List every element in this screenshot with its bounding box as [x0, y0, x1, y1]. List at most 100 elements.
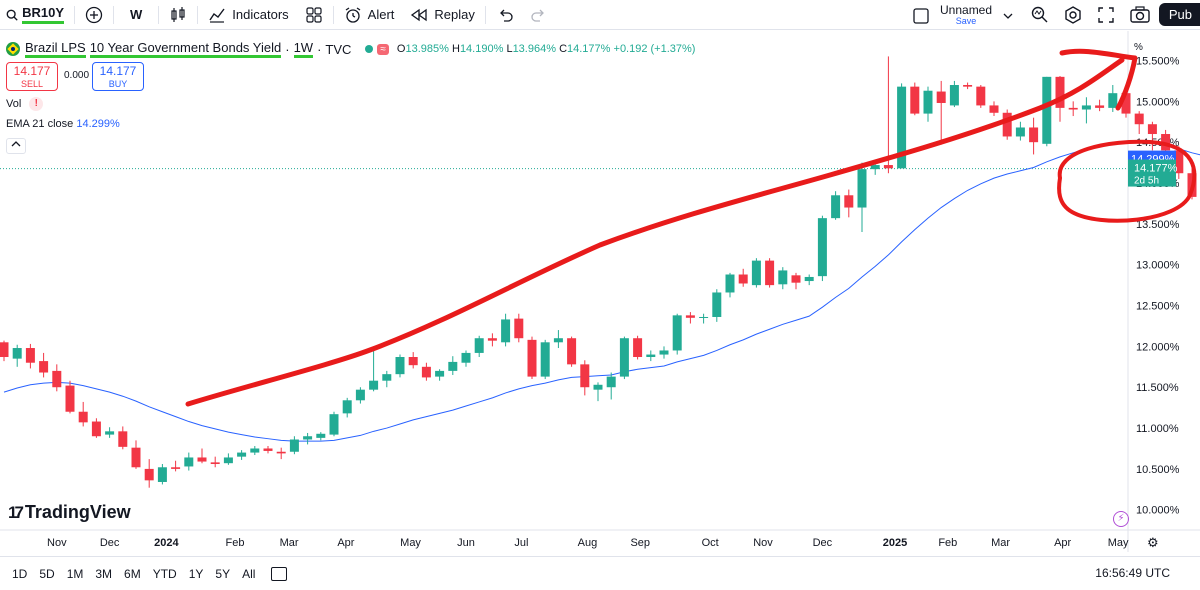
price-chart[interactable]: 15.500%15.000%14.500%14.000%13.500%13.00…: [0, 31, 1200, 553]
legend-title-b[interactable]: 10 Year Government Bonds Yield: [89, 40, 282, 58]
square-icon[interactable]: [912, 7, 930, 25]
search-icon: [6, 9, 18, 21]
lightning-icon[interactable]: ⚡: [1113, 511, 1129, 527]
undo-button[interactable]: [488, 0, 522, 30]
candle-body: [672, 315, 682, 351]
candle-body: [382, 374, 392, 381]
candle-body: [197, 457, 207, 462]
candle-body: [355, 389, 365, 401]
tv-logo-text: TradingView: [24, 502, 131, 522]
ema21-line: [3, 140, 1200, 442]
range-3m[interactable]: 3M: [95, 566, 113, 581]
candle-body: [659, 350, 669, 355]
x-tick-label: May: [400, 537, 421, 549]
indicators-icon: [209, 8, 225, 23]
range-5d[interactable]: 5D: [39, 566, 55, 581]
x-tick-label: Nov: [753, 537, 773, 549]
candle-body: [1174, 150, 1184, 174]
legend-title-a[interactable]: Brazil LPS: [25, 40, 86, 58]
range-ytd[interactable]: YTD: [152, 566, 177, 581]
replay-button[interactable]: Replay: [402, 0, 482, 30]
x-tick-label: Oct: [702, 537, 719, 549]
candle-body: [910, 86, 920, 114]
candle-body: [184, 457, 194, 467]
buy-button[interactable]: 14.177 BUY: [92, 62, 144, 91]
range-1m[interactable]: 1M: [66, 566, 84, 581]
separator: [484, 5, 486, 24]
y-tick-label: 10.000%: [1136, 505, 1180, 517]
calendar-icon[interactable]: [271, 566, 288, 581]
volume-label: Vol: [6, 98, 22, 110]
data-delay-badge[interactable]: ≈: [377, 43, 389, 55]
layouts-button[interactable]: [297, 0, 331, 30]
chevron-down-icon[interactable]: [1002, 10, 1014, 22]
alert-button[interactable]: Alert: [336, 0, 403, 30]
candle-body: [725, 274, 735, 293]
candle-body: [1002, 112, 1012, 137]
replay-label: Replay: [434, 7, 475, 22]
candle-body: [1015, 127, 1025, 137]
candle-body: [237, 452, 247, 457]
indicators-button[interactable]: Indicators: [200, 0, 296, 30]
legend-interval[interactable]: 1W: [293, 40, 314, 58]
candle-body: [91, 421, 101, 437]
candle-body: [1081, 105, 1091, 110]
redo-icon: [531, 9, 544, 22]
chart-area[interactable]: 15.500%15.000%14.500%14.000%13.500%13.00…: [0, 31, 1200, 553]
publish-button[interactable]: Pub: [1158, 3, 1200, 26]
candle-body: [105, 431, 115, 435]
warning-icon[interactable]: !: [29, 97, 44, 111]
utc-clock[interactable]: 16:56:49 UTC: [1095, 566, 1170, 580]
x-tick-label: Feb: [938, 537, 957, 549]
candle-body: [1147, 124, 1157, 135]
ema-value: 14.299%: [76, 118, 120, 130]
candle-body: [144, 468, 154, 481]
candle-body: [118, 431, 128, 447]
brazil-flag-icon: [6, 42, 20, 56]
candle-body: [619, 338, 629, 377]
x-tick-label: Nov: [47, 537, 67, 549]
redo-button[interactable]: [522, 0, 556, 30]
right-tools: [1030, 5, 1151, 25]
tv-logo-mark: 17: [8, 502, 24, 522]
quick-search-icon[interactable]: [1030, 5, 1050, 25]
undo-icon: [499, 9, 513, 22]
sell-button[interactable]: 14.177 SELL: [6, 62, 58, 91]
buy-price: 14.177: [99, 64, 137, 78]
fullscreen-icon[interactable]: [1096, 5, 1116, 25]
ema-label: EMA 21 close: [6, 118, 74, 130]
range-6m[interactable]: 6M: [124, 566, 141, 581]
settings-gear-icon[interactable]: [1063, 5, 1083, 25]
separator: [158, 5, 160, 24]
collapse-legend-button[interactable]: [6, 138, 26, 154]
price-axis-unit[interactable]: %: [1134, 42, 1143, 53]
axis-settings-icon[interactable]: ⚙: [1147, 535, 1159, 550]
camera-icon[interactable]: [1129, 5, 1151, 25]
y-tick-label: 12.000%: [1136, 341, 1180, 353]
ema-legend[interactable]: EMA 21 close 14.299%: [6, 118, 120, 130]
interval-button[interactable]: W: [130, 7, 143, 22]
layout-name[interactable]: Unnamed Save: [940, 4, 992, 27]
indicators-label: Indicators: [232, 7, 289, 22]
candle-body: [685, 315, 695, 318]
candle-body: [52, 370, 62, 388]
legend-source[interactable]: TVC: [325, 41, 352, 57]
y-tick-label: 11.000%: [1136, 423, 1179, 435]
range-5y[interactable]: 5Y: [215, 566, 231, 581]
symbol-search[interactable]: BR10Y: [0, 0, 72, 30]
candle-body: [1042, 76, 1052, 144]
x-tick-label: Mar: [991, 537, 1010, 549]
chart-type-button[interactable]: [161, 0, 195, 30]
compare-button[interactable]: [77, 0, 111, 30]
range-all[interactable]: All: [242, 566, 256, 581]
candle-body: [395, 357, 405, 375]
y-tick-label: 10.500%: [1136, 464, 1180, 476]
range-1y[interactable]: 1Y: [188, 566, 204, 581]
layout-controls: Unnamed Save: [912, 4, 1014, 27]
range-1d[interactable]: 1D: [12, 566, 28, 581]
red-arrow-head: [1059, 48, 1138, 111]
candle-body: [1134, 113, 1144, 125]
sell-label: SELL: [20, 79, 44, 89]
candle-body: [883, 165, 893, 169]
volume-legend[interactable]: Vol !: [6, 97, 44, 111]
